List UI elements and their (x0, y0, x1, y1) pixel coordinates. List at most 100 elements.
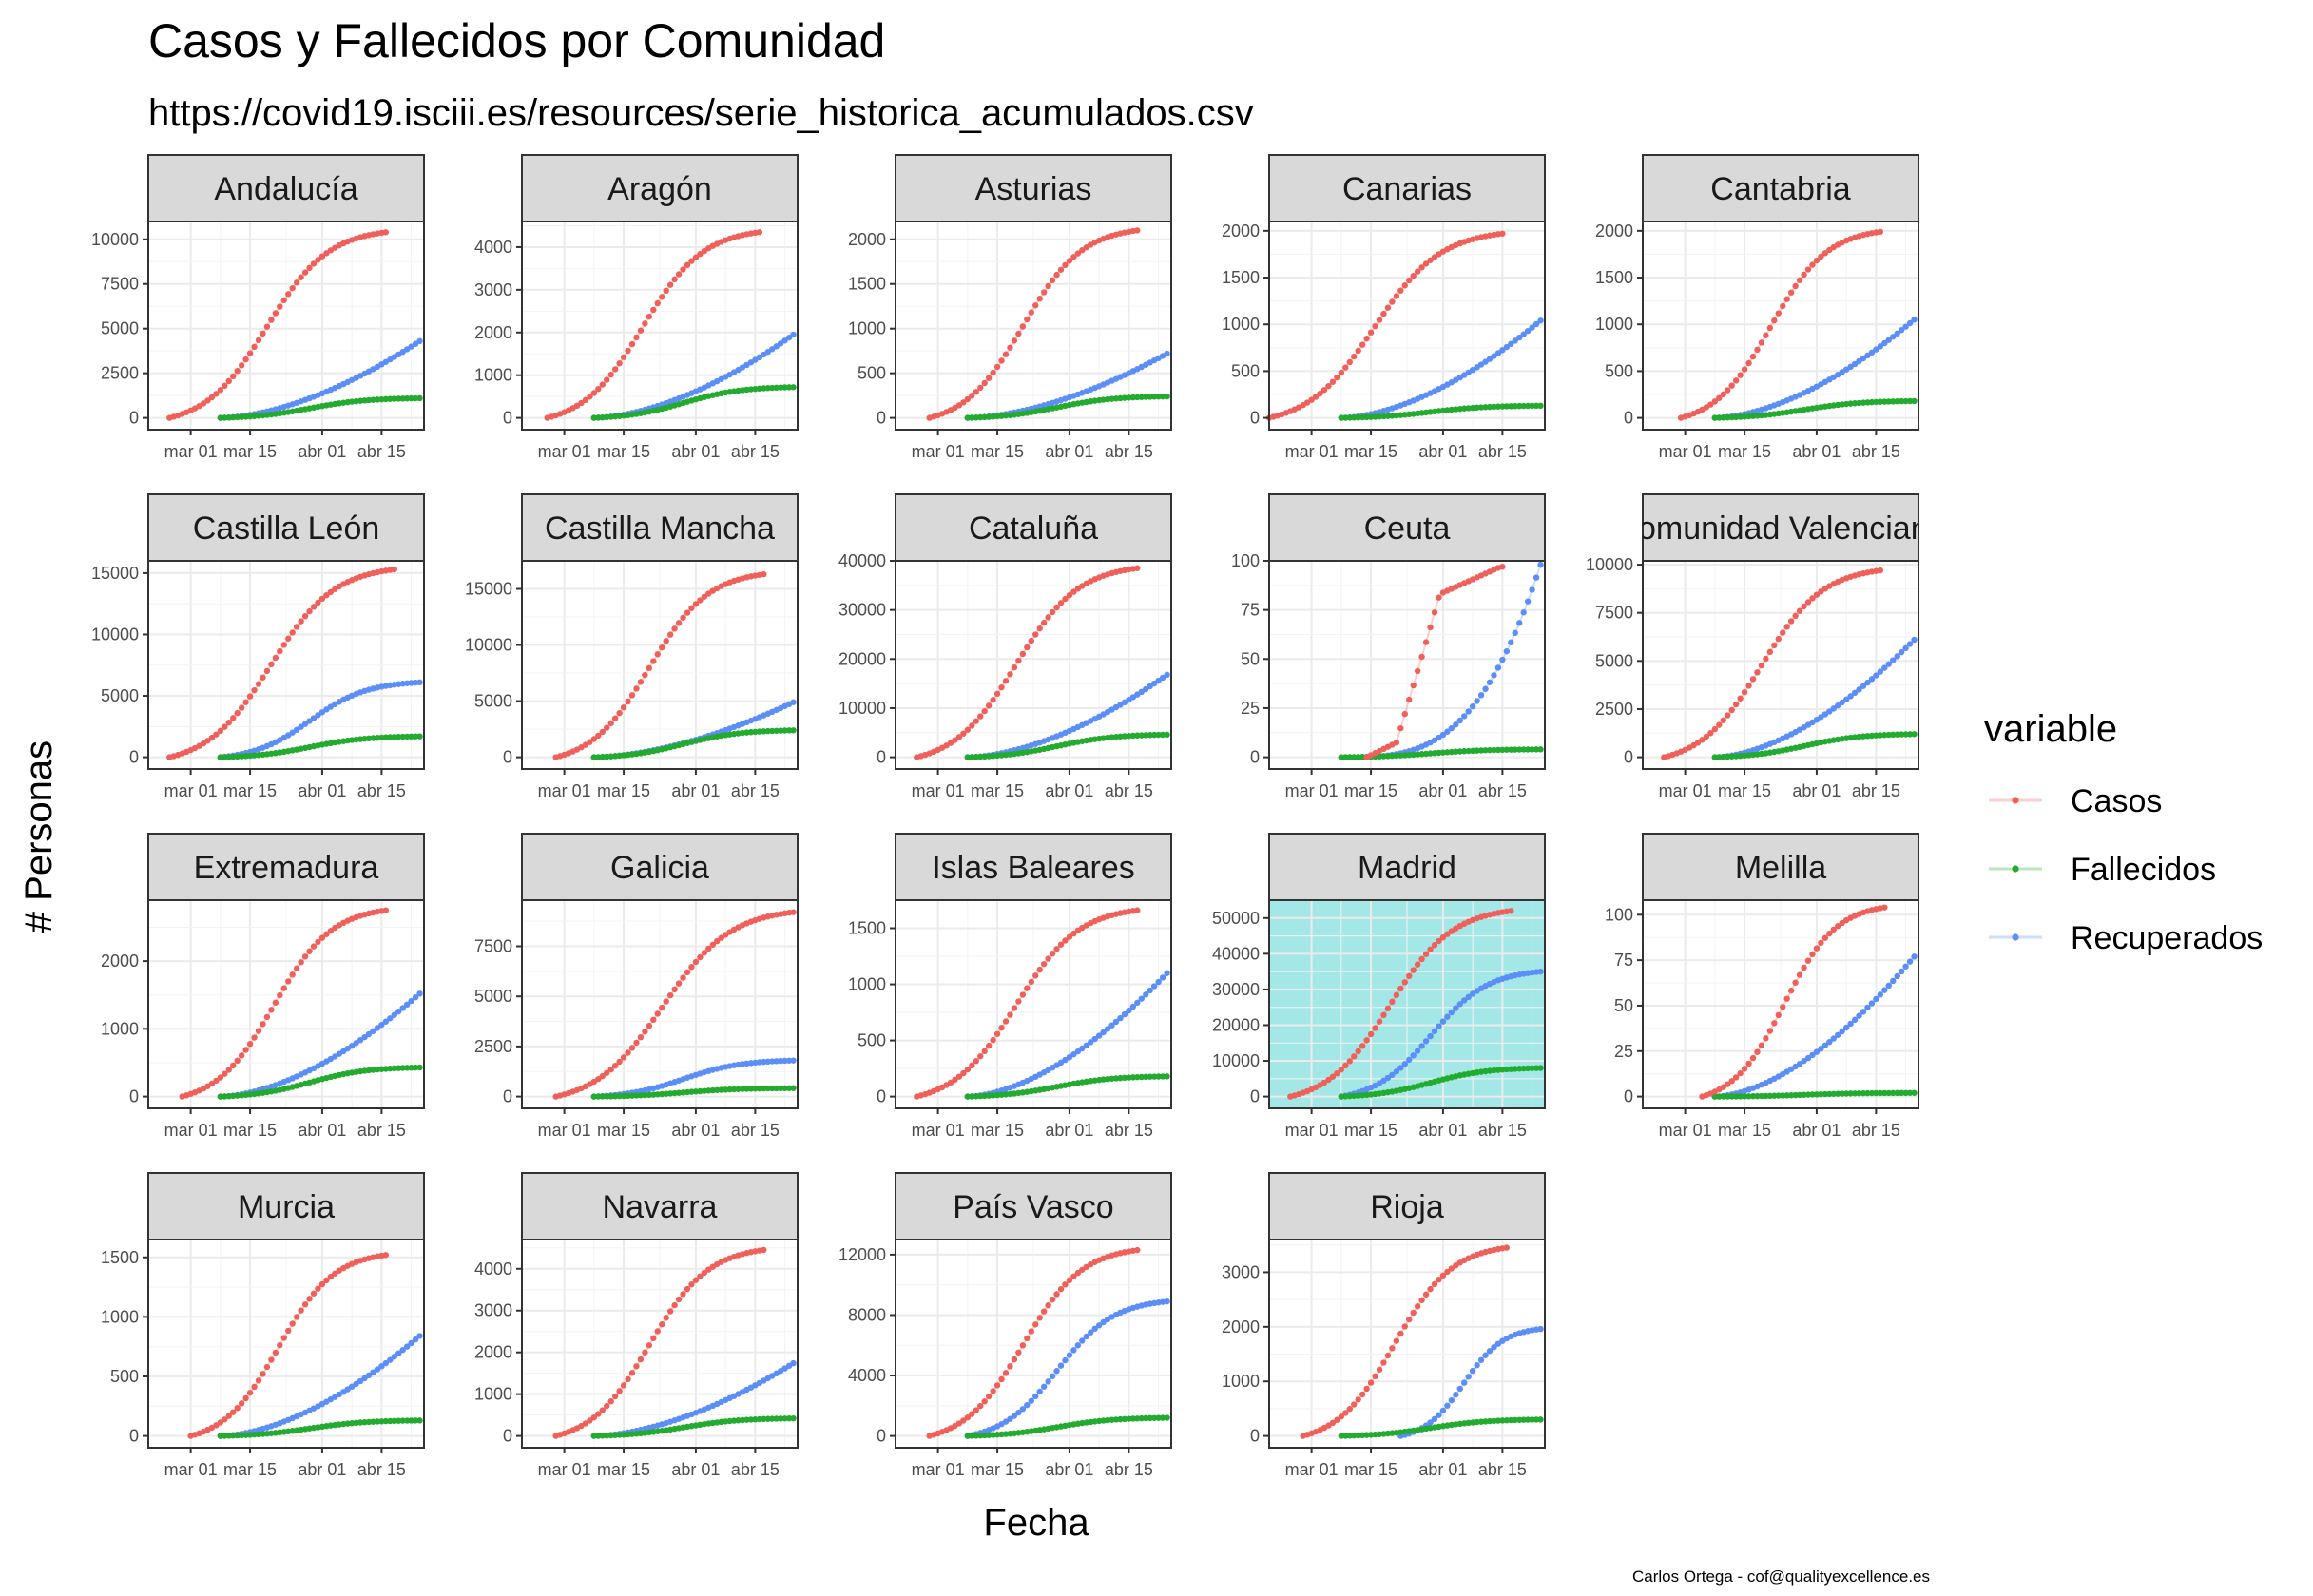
y-tick-label: 10000 (1586, 555, 1633, 574)
data-point (217, 1419, 224, 1426)
data-point (616, 1092, 623, 1100)
data-point (675, 271, 683, 278)
data-point (616, 360, 623, 367)
data-point (1461, 1379, 1468, 1386)
data-point (412, 1064, 419, 1071)
data-point (1007, 671, 1013, 678)
data-point (1045, 282, 1051, 290)
y-axis: 0 500 1000 1500 2000 (1595, 221, 1643, 428)
data-point (382, 1417, 390, 1425)
y-tick-label: 2000 (848, 230, 886, 249)
strip-background (895, 154, 1172, 222)
data-point (408, 1417, 414, 1424)
data-point (285, 1327, 292, 1335)
data-point (671, 986, 678, 993)
data-point (1830, 926, 1837, 933)
x-axis: mar 01 mar 15 abr 01 abr 15 (538, 430, 780, 461)
data-point (642, 320, 648, 327)
y-tick-label: 5000 (1595, 651, 1633, 670)
data-point (1351, 1053, 1358, 1060)
data-point (1894, 398, 1900, 405)
data-point (964, 754, 972, 760)
strip-label: Canarias (1342, 171, 1472, 207)
data-point (671, 625, 678, 632)
data-point (1164, 1298, 1170, 1305)
y-tick-label: 20000 (838, 649, 886, 668)
series-casos (1265, 230, 1506, 421)
data-point (973, 718, 979, 724)
data-point (378, 1363, 385, 1370)
data-point (1384, 1352, 1392, 1359)
data-point (1856, 686, 1862, 693)
x-tick-label: abr 01 (1418, 1460, 1467, 1479)
data-point (1491, 746, 1497, 754)
data-point (1818, 939, 1824, 947)
data-point (650, 658, 657, 664)
data-point (323, 931, 330, 937)
grid (1643, 900, 1918, 1108)
data-point (1749, 353, 1757, 360)
data-point (777, 340, 784, 347)
data-point (587, 394, 593, 400)
data-point (1019, 323, 1027, 330)
x-tick-label: mar 15 (1344, 1121, 1397, 1140)
data-point (998, 357, 1005, 364)
data-point (1147, 1414, 1153, 1422)
data-point (1164, 1414, 1170, 1421)
panel-frame (147, 221, 425, 431)
data-point (1355, 413, 1361, 421)
data-point (1436, 1023, 1442, 1029)
data-point (1414, 1303, 1421, 1310)
data-point (1520, 1416, 1527, 1423)
grid (522, 900, 798, 1108)
data-point (785, 727, 793, 734)
data-point (263, 1363, 271, 1371)
data-point (1821, 1042, 1829, 1048)
y-tick-label: 0 (877, 748, 886, 767)
x-tick-label: mar 01 (1285, 1460, 1339, 1479)
x-axis: mar 01 mar 15 abr 01 abr 15 (912, 1108, 1153, 1140)
data-point (752, 1086, 759, 1092)
data-point (1830, 705, 1837, 712)
data-point (1792, 979, 1799, 986)
y-tick-label: 0 (1624, 1087, 1633, 1106)
data-point (306, 264, 313, 272)
y-tick-label: 40000 (1212, 944, 1260, 963)
data-point (1465, 993, 1472, 1001)
series-casos (187, 1252, 390, 1439)
data-point (764, 1415, 771, 1422)
data-point (1520, 746, 1527, 753)
data-point (993, 1382, 1001, 1389)
data-point (1725, 712, 1731, 719)
data-point (1537, 746, 1544, 753)
data-point (1401, 1323, 1408, 1330)
data-point (246, 1040, 254, 1048)
data-point (1894, 972, 1900, 980)
y-axis: 0 1000 2000 3000 (1222, 1262, 1269, 1446)
data-point (1763, 1035, 1769, 1042)
data-point (1516, 334, 1523, 341)
data-point (1410, 967, 1417, 973)
y-axis: 0 10000 20000 30000 40000 (838, 551, 896, 767)
data-point (1532, 320, 1540, 328)
data-point (1414, 667, 1421, 675)
x-tick-label: abr 15 (357, 781, 406, 800)
y-tick-label: 500 (858, 1031, 886, 1050)
data-point (1745, 683, 1752, 689)
data-point (1529, 324, 1535, 331)
data-point (1486, 356, 1494, 362)
data-point (1720, 391, 1726, 398)
data-point (1491, 353, 1497, 359)
data-point (675, 980, 683, 987)
data-point (1448, 1396, 1455, 1404)
data-point (1741, 366, 1748, 373)
data-point (382, 1359, 390, 1367)
data-point (977, 1402, 984, 1410)
panel-andalucia: Andalucía 0 2500 5000 7500 10000 mar 01 mar 15 a… (91, 154, 425, 461)
x-tick-label: abr 15 (1852, 1121, 1900, 1140)
data-point (697, 251, 704, 258)
data-point (1537, 317, 1544, 324)
data-point (1036, 1315, 1043, 1321)
data-point (242, 1394, 249, 1402)
data-point (234, 709, 241, 717)
